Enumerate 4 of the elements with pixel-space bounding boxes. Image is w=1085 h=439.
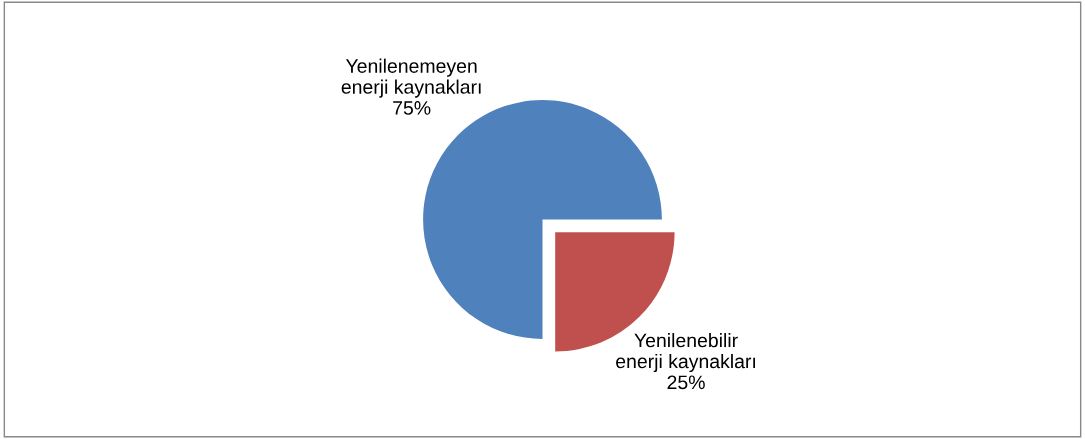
data-label: 75% [393,101,431,115]
slice-label: Yenilenebilir enerji kaynakları [616,333,755,373]
data-label: 25% [667,375,705,390]
slice-label: Yenilenemeyen enerji kaynakları [341,58,481,98]
